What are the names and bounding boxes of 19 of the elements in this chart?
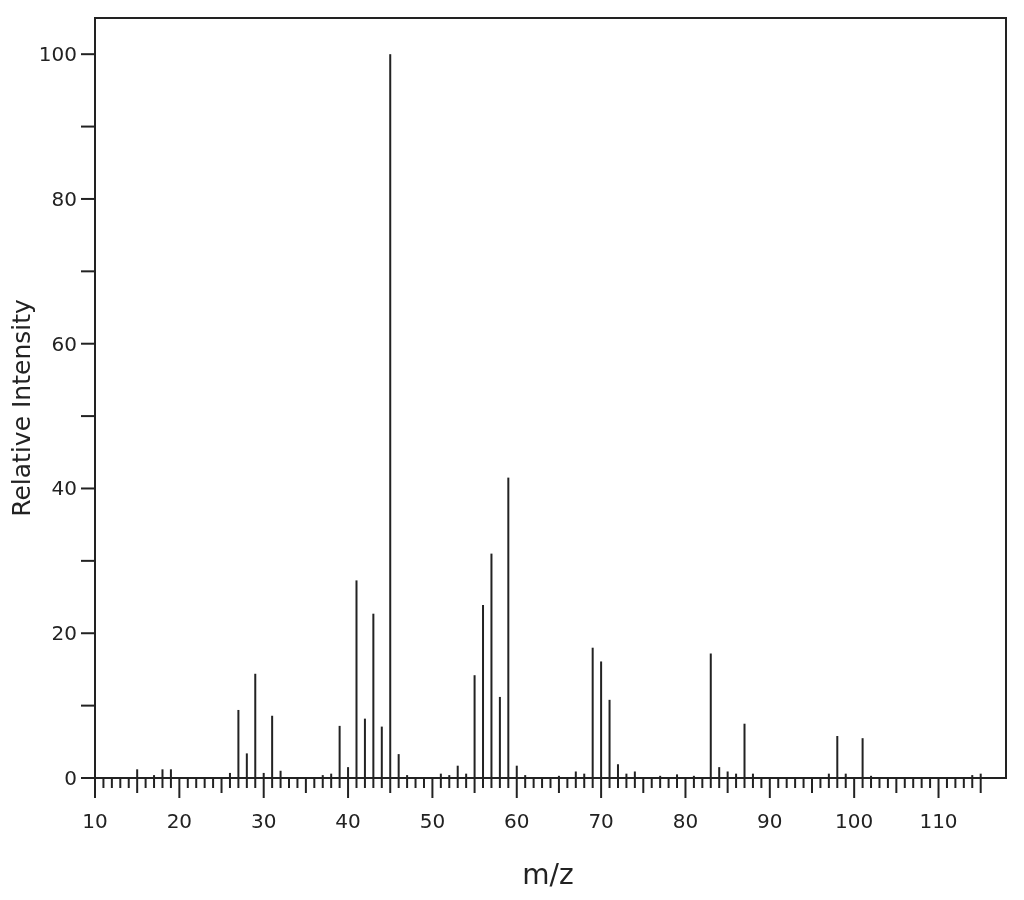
x-axis-title: m/z [522,858,574,891]
y-tick-label: 60 [51,331,77,356]
y-tick-label: 20 [51,621,77,646]
x-tick-label: 80 [672,809,699,833]
y-tick-label: 40 [51,476,77,501]
x-tick-label: 90 [757,809,783,833]
y-tick-label: 100 [38,42,77,67]
x-tick-label: 10 [82,809,108,833]
x-tick-label: 50 [419,809,446,833]
y-tick-label: 80 [51,186,77,211]
x-tick-label: 100 [835,809,874,833]
x-tick-label: 110 [919,809,958,833]
x-tick-label: 20 [166,809,193,833]
x-tick-label: 30 [250,809,277,833]
x-tick-label: 40 [335,809,361,833]
y-tick-label: 0 [64,766,77,790]
x-tick-label: 70 [588,809,614,833]
x-tick-label: 60 [504,809,530,833]
y-axis-title: Relative Intensity [7,299,36,517]
